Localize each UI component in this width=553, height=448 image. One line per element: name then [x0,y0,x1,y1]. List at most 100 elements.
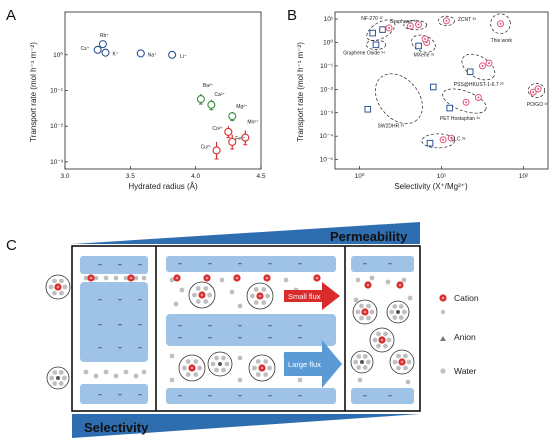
legend-icons [439,294,447,374]
water-molecule [252,365,257,371]
y-tick-label: 10⁻¹ [50,88,64,95]
water-molecule [58,370,64,375]
point-marker [415,42,422,50]
box-3-membranes [351,256,414,404]
point-dot [499,22,502,25]
cation [233,274,241,282]
plus-sign [176,276,178,280]
point-marker [98,40,107,49]
data-group: PSS@HKUST-1-6.7 ²⁰ [454,53,504,88]
water-icon [440,368,446,374]
group-label: ZCNT ³³ [458,17,476,23]
chart-b-xlabel: Selectivity (X⁺/Mg²⁺) [394,182,468,191]
dash-mark: – [118,392,122,399]
point-marker [241,133,250,142]
water-molecule [356,365,362,370]
water-molecule [133,275,139,281]
point-marker [136,49,145,58]
group-ellipse [461,53,496,81]
water-molecule [369,309,375,315]
point-label: Mn²⁺ [247,120,259,126]
dash-mark: – [178,335,182,342]
point-dot [417,23,420,26]
membrane-layer [351,388,414,404]
water-molecule [366,315,371,321]
water-molecule [48,284,54,290]
dash-mark: – [268,261,272,268]
water-molecule [237,355,243,361]
point-dot [409,25,412,28]
permeability-wedge [72,222,420,244]
cation [127,274,135,282]
dash-mark: – [363,393,367,400]
point-marker [379,26,386,33]
dash-mark: – [238,323,242,330]
point-marker [212,146,221,155]
membrane-layer [166,314,336,346]
water-molecule [267,365,272,371]
selectivity-label: Selectivity [84,420,149,435]
hydrated-ion [386,300,410,324]
water-molecule [407,295,413,301]
water-molecule [362,365,368,370]
water-molecule [203,286,209,291]
dash-mark: – [138,345,142,352]
selectivity-wedge [72,414,420,438]
water-molecule [357,377,363,383]
dash-mark: – [208,261,212,268]
water-molecule [383,343,388,349]
point-label: Ba²⁺ [203,83,214,89]
y-tick-label: 10⁰ [53,51,63,59]
water-molecule [141,369,147,375]
y-tick-label: 10⁻³ [320,110,334,117]
point-label: Li⁺ [180,54,187,60]
water-molecule [182,365,187,371]
y-tick-label: 10⁻² [50,123,64,130]
data-point: Ba²⁺ [196,83,214,105]
hydrated-ion [207,351,233,377]
plus-sign [381,338,383,342]
dash-mark: – [178,323,182,330]
legend-cation: Cation [454,293,479,303]
dash-mark: – [118,297,122,304]
group-ellipse [527,83,546,98]
point-label: Na⁺ [148,52,157,58]
point-label: K⁺ [113,52,119,58]
water-molecule [261,287,267,292]
plus-sign [266,276,268,280]
water-molecule [221,355,226,361]
water-molecule [396,353,401,359]
plus-sign [367,283,369,287]
dash-mark: – [118,345,122,352]
y-tick-label: 10¹ [324,16,334,23]
group-ellipse [365,39,387,50]
group-ellipse [375,73,423,124]
small-flux-label: Small flux [288,292,321,301]
water-molecule [52,290,57,296]
point-marker [224,127,233,136]
large-flux-arrow [284,340,342,388]
point-label: Co²⁺ [212,126,223,132]
water-molecule [253,287,259,292]
dash-mark: – [238,261,242,268]
box-1-membranes [80,256,148,404]
plus-sign [259,294,261,298]
water-molecule [392,304,398,309]
point-label: Fe³⁺ [235,136,246,142]
panel-a-label: A [6,7,16,24]
anion [396,310,400,314]
point-label: Ca²⁺ [214,92,225,98]
dash-mark: – [238,335,242,342]
plus-sign [90,276,92,280]
membrane-layer [80,384,148,404]
group-label: LLC ³⁸ [451,136,465,142]
water-molecule [224,361,230,367]
schematic-c: Permeability Selectivity – – –– – –– – –– – –– – –… [45,222,479,438]
water-molecule [353,359,359,365]
water-molecule [83,369,89,375]
point-marker [364,105,372,113]
membrane-layer [80,282,148,362]
point-dot [442,138,445,141]
permeability-label: Permeability [330,229,408,244]
anion-icon [440,336,446,341]
